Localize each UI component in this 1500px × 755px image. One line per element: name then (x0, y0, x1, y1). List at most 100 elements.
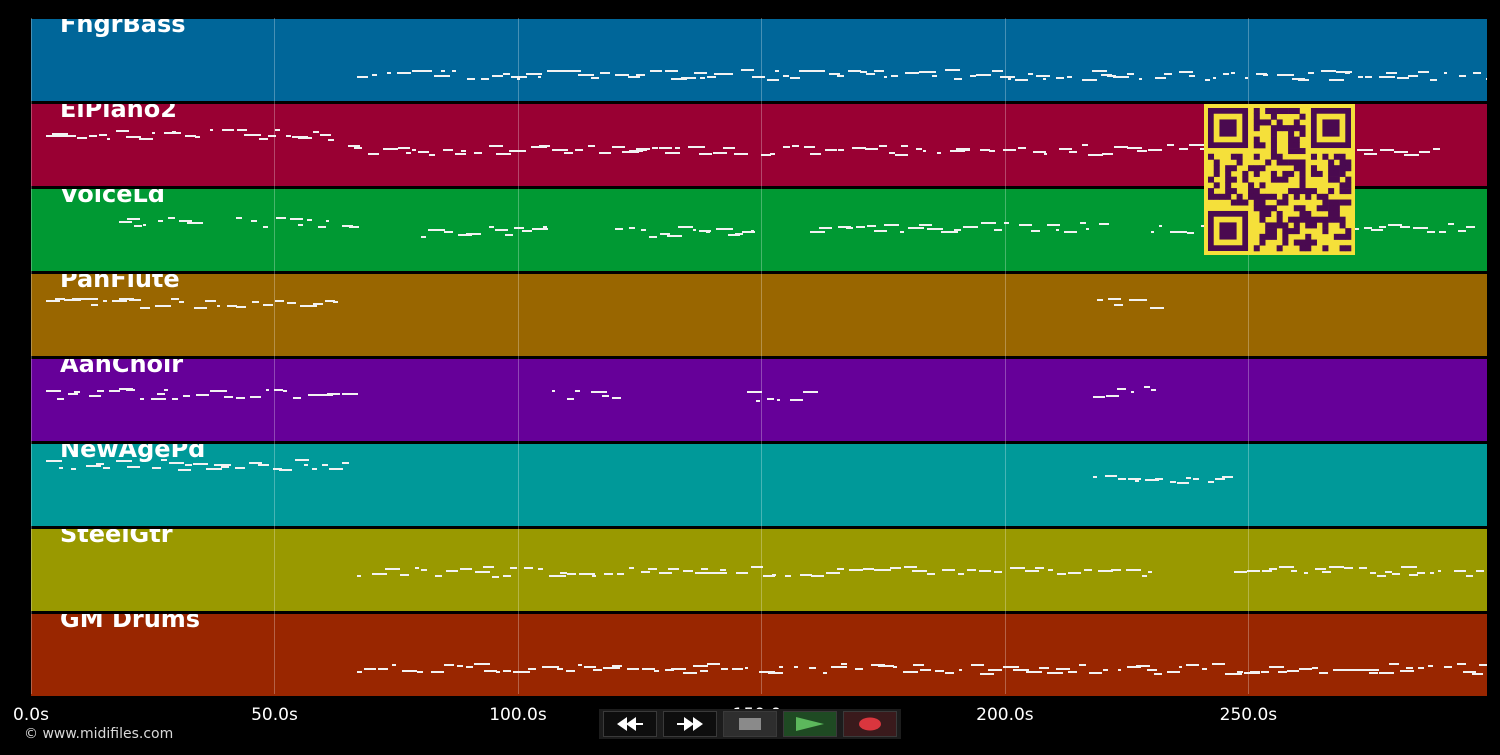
note (590, 77, 599, 79)
note (420, 236, 426, 238)
note (693, 72, 708, 74)
note (1146, 669, 1158, 671)
note (705, 231, 711, 233)
note (617, 573, 625, 575)
note (1127, 478, 1141, 480)
track-lane[interactable]: SteelGtr (31, 529, 1487, 611)
note (248, 462, 262, 464)
track-lane[interactable]: FngrBass (31, 19, 1487, 101)
note (744, 667, 748, 669)
note (172, 398, 178, 400)
note (1126, 147, 1143, 149)
note (1092, 396, 1106, 398)
fast-forward-button[interactable] (663, 711, 717, 737)
note (1186, 664, 1199, 666)
note (728, 234, 740, 236)
note (926, 228, 943, 230)
note (976, 74, 991, 76)
stop-button[interactable] (723, 711, 777, 737)
note (1091, 70, 1108, 72)
note (1066, 76, 1073, 78)
note (988, 669, 1002, 671)
track-lane[interactable]: NewAgePd (31, 444, 1487, 526)
note (1079, 664, 1086, 666)
note (1102, 153, 1113, 155)
note (58, 135, 71, 137)
note (725, 73, 733, 75)
note (357, 575, 362, 577)
note (1250, 671, 1260, 673)
note (1180, 231, 1187, 233)
note (57, 398, 64, 400)
note (139, 138, 154, 140)
note (157, 220, 164, 222)
note (1262, 570, 1273, 572)
note (1166, 671, 1181, 673)
note (111, 300, 127, 302)
note (1417, 71, 1429, 73)
note (171, 298, 179, 300)
note (720, 668, 728, 670)
gridline (1248, 18, 1250, 694)
note (994, 229, 1003, 231)
note (866, 73, 876, 75)
note (285, 135, 292, 137)
note (151, 132, 156, 134)
note (612, 146, 626, 148)
note (1346, 669, 1363, 671)
note (1472, 673, 1484, 675)
note (629, 567, 635, 569)
note (151, 467, 161, 469)
note (1025, 671, 1042, 673)
note (1438, 231, 1447, 233)
note (567, 398, 574, 400)
note (372, 74, 377, 76)
note (980, 673, 995, 675)
note (559, 572, 567, 574)
note (1068, 572, 1082, 574)
note (628, 227, 635, 229)
note (979, 570, 991, 572)
note (326, 220, 330, 222)
note (874, 569, 891, 571)
note (552, 390, 556, 392)
note (603, 667, 620, 669)
note (325, 300, 335, 302)
note (357, 671, 363, 673)
track-lane[interactable]: GM Drums (31, 614, 1487, 696)
note (1144, 479, 1159, 481)
note (1456, 663, 1467, 665)
note (944, 672, 954, 674)
track-lane[interactable]: AahChoir (31, 359, 1487, 441)
note (1128, 299, 1139, 301)
note (349, 226, 360, 228)
note (72, 298, 84, 300)
note (873, 230, 888, 232)
note (1113, 146, 1128, 148)
note (1068, 151, 1078, 153)
note (513, 671, 531, 673)
note (465, 233, 477, 235)
note (559, 70, 570, 72)
rewind-button[interactable] (603, 711, 657, 737)
note (794, 666, 799, 668)
note (967, 569, 977, 571)
note (1246, 570, 1261, 572)
note (300, 305, 318, 307)
record-button[interactable] (843, 711, 897, 737)
note (789, 77, 801, 79)
note (1314, 568, 1327, 570)
track-lane[interactable]: PanFlute (31, 274, 1487, 356)
note (194, 136, 200, 138)
note (980, 222, 997, 224)
note (698, 153, 712, 155)
note (1277, 671, 1288, 673)
note (456, 665, 464, 667)
note (523, 567, 533, 569)
note (213, 464, 231, 466)
note (1388, 663, 1399, 665)
play-button[interactable] (783, 711, 837, 737)
note (602, 395, 609, 397)
note (1100, 74, 1112, 76)
note (474, 571, 490, 573)
